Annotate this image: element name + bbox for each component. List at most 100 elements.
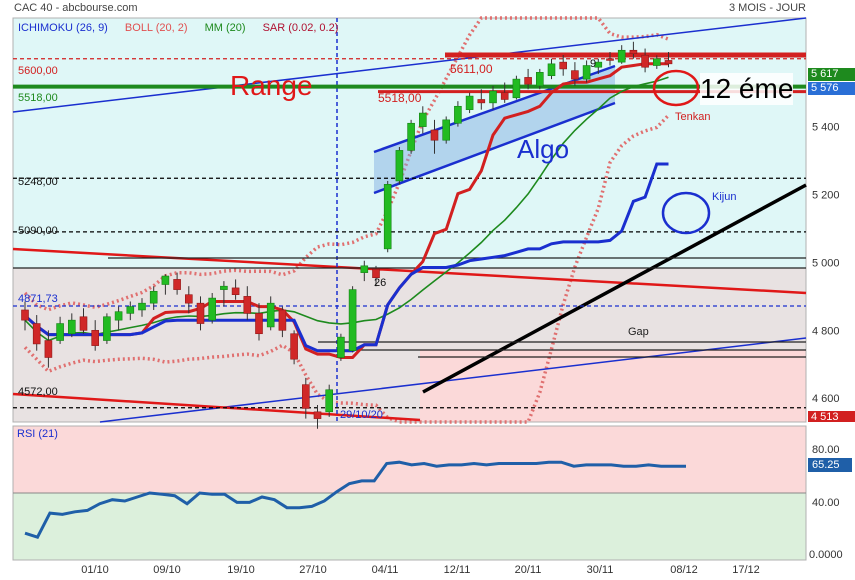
annotation-tenkan: Tenkan <box>675 111 711 123</box>
x-tick-label: 01/10 <box>81 564 109 576</box>
candle-body-46 <box>559 61 568 70</box>
candle-body-38 <box>465 95 474 110</box>
rsi-panel-upper-bg <box>13 426 806 493</box>
algo-channel <box>374 66 615 193</box>
candle-body-33 <box>407 122 415 151</box>
candlesticks <box>21 41 673 429</box>
annotation-range: Range <box>230 70 313 101</box>
candle-body-31 <box>383 184 392 250</box>
legend-boll[interactable]: BOLL (20, 2) <box>124 22 188 34</box>
bollinger-lower <box>23 114 670 424</box>
candle-body-51 <box>617 49 626 63</box>
y-tick-label: 5 200 <box>812 190 840 202</box>
level-label-5248: 5248,00 <box>18 176 58 188</box>
candle-body-1 <box>32 323 41 345</box>
annotation-count-26: 26 <box>374 277 387 289</box>
rsi-line <box>24 460 686 540</box>
annotation-kijun: Kijun <box>712 191 737 203</box>
candle-body-30 <box>372 268 380 279</box>
annotation-date-marker: 29/10/20 <box>340 409 383 421</box>
descending-line-upper <box>12 247 807 295</box>
header-source: CAC 40 - abcbourse.com <box>14 2 138 14</box>
candle-body-13 <box>173 279 181 290</box>
rsi-tick-0: 0.0000 <box>809 549 843 561</box>
candle-body-24 <box>301 384 310 409</box>
descending-line-lower <box>12 392 421 422</box>
candle-body-54 <box>652 58 661 66</box>
x-tick-label: 08/12 <box>670 564 698 576</box>
rsi-tick-40: 40.00 <box>812 497 840 509</box>
annotation-count-9: 9 <box>590 58 597 70</box>
candle-body-4 <box>68 319 76 335</box>
candle-body-40 <box>489 90 497 104</box>
level-label-5611: 5611,00 <box>450 62 493 76</box>
candle-body-8 <box>114 311 123 321</box>
candle-body-2 <box>44 340 53 358</box>
candle-body-45 <box>547 63 556 77</box>
candle-body-0 <box>21 309 29 321</box>
candle-body-7 <box>103 316 111 341</box>
candle-body-18 <box>231 287 240 295</box>
candle-body-27 <box>337 336 345 358</box>
candle-body-26 <box>325 389 334 413</box>
candle-body-36 <box>442 119 451 141</box>
axes: 5 400 5 200 5 000 4 800 4 600 01/10 09/10 19/10… <box>81 122 839 576</box>
level-label-5600: 5600,00 <box>18 65 58 77</box>
bollinger-upper <box>23 16 670 312</box>
annotation-algo: Algo <box>517 134 570 164</box>
candle-body-28 <box>348 289 357 352</box>
x-tick-label: 19/10 <box>227 564 255 576</box>
price-badge-5617: 5 617 <box>808 68 855 81</box>
candle-body-11 <box>149 290 158 304</box>
candle-body-48 <box>582 65 591 80</box>
candle-body-25 <box>313 411 322 419</box>
level-label-4871: 4871,73 <box>18 293 58 305</box>
kijun-circle <box>661 191 711 235</box>
candle-body-41 <box>500 92 509 100</box>
candle-body-17 <box>220 285 228 290</box>
candle-body-50 <box>606 58 614 61</box>
rsi-tick-80: 80.00 <box>812 444 840 456</box>
indicator-lines <box>24 62 669 359</box>
candle-body-14 <box>185 294 193 304</box>
header-period: 3 MOIS - JOUR <box>728 2 806 14</box>
candle-body-16 <box>208 297 216 321</box>
level-label-5518-red: 5518,00 <box>378 91 422 105</box>
legend: ICHIMOKU (26, 9) BOLL (20, 2) MM (20) SA… <box>18 22 338 34</box>
legend-sar[interactable]: SAR (0.02, 0.2) <box>262 22 339 34</box>
legend-ichimoku[interactable]: ICHIMOKU (26, 9) <box>18 22 108 34</box>
x-tick-label: 27/10 <box>299 564 327 576</box>
candle-body-20 <box>255 313 263 335</box>
gap-zone <box>420 350 806 422</box>
candle-body-44 <box>535 72 544 87</box>
candle-body-43 <box>524 77 532 85</box>
candle-body-47 <box>571 70 579 80</box>
y-tick-label: 5 000 <box>812 257 840 269</box>
x-tick-label: 30/11 <box>587 564 614 576</box>
x-tick-label: 09/10 <box>153 564 181 576</box>
candle-body-23 <box>290 333 298 360</box>
legend-mm[interactable]: MM (20) <box>204 22 246 34</box>
kijun-line <box>24 162 669 353</box>
rsi-title: RSI (21) <box>17 428 58 440</box>
candle-body-5 <box>79 316 88 331</box>
candle-body-29 <box>360 265 369 273</box>
level-label-4572: 4572,00 <box>18 386 58 398</box>
x-tick-label: 12/11 <box>444 564 471 576</box>
price-badge-4513: 4 513 <box>808 411 855 422</box>
trend-lines <box>12 17 807 423</box>
annotation-gap: Gap <box>628 326 649 338</box>
candle-body-21 <box>266 302 275 328</box>
level-label-5518-green: 5518,00 <box>18 92 58 104</box>
price-panel-frame <box>12 17 807 423</box>
level-label-5090: 5090,00 <box>18 225 58 237</box>
upper-channel-line <box>12 17 807 113</box>
bollinger-bands <box>23 16 670 424</box>
rsi-current-badge: 65.25 <box>808 458 852 472</box>
y-tick-label: 4 800 <box>812 325 840 337</box>
candle-body-12 <box>161 275 170 285</box>
x-tick-label: 04/11 <box>372 564 399 576</box>
candle-body-37 <box>454 105 462 124</box>
candle-body-3 <box>56 323 64 341</box>
